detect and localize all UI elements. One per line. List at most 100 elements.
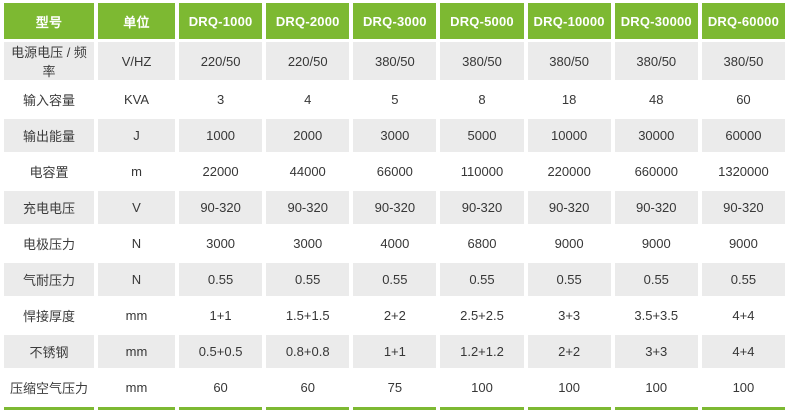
cell-value: 90-320 [353,191,437,224]
cell-value: 0.55 [701,263,785,296]
cell-value: 60 [701,83,785,116]
bottom-accent-segment [440,407,524,410]
cell-value: 220/50 [179,42,263,80]
cell-value: 380/50 [614,42,698,80]
cell-value: 380/50 [527,42,611,80]
spec-table-header: 型号 单位 DRQ-1000 DRQ-2000 DRQ-3000 DRQ-5000 DRQ-… [4,3,785,39]
cell-value: 220/50 [266,42,350,80]
row-unit: mm [98,335,175,368]
table-row: 悍接厚度 mm 1+1 1.5+1.5 2+2 2.5+2.5 3+3 3.5+3.5 4+4 [4,299,785,332]
table-row: 气耐压力 N 0.55 0.55 0.55 0.55 0.55 0.55 0.55 [4,263,785,296]
cell-value: 60 [266,371,350,404]
row-unit: J [98,119,175,152]
row-label: 充电电压 [4,191,94,224]
cell-value: 90-320 [527,191,611,224]
cell-value: 220000 [527,155,611,188]
spec-table-body: 电源电压 / 频率 V/HZ 220/50 220/50 380/50 380/50 380… [4,42,785,404]
row-label: 不锈钢 [4,335,94,368]
row-unit: mm [98,299,175,332]
cell-value: 44000 [266,155,350,188]
cell-value: 0.55 [527,263,611,296]
bottom-accent-segment [98,407,175,410]
row-label: 输出能量 [4,119,94,152]
cell-value: 90-320 [440,191,524,224]
cell-value: 1.2+1.2 [440,335,524,368]
table-row: 输入容量 KVA 3 4 5 8 18 48 60 [4,83,785,116]
cell-value: 3.5+3.5 [614,299,698,332]
col-header-drq-60000: DRQ-60000 [701,3,785,39]
cell-value: 9000 [527,227,611,260]
cell-value: 4+4 [701,299,785,332]
cell-value: 5000 [440,119,524,152]
cell-value: 4 [266,83,350,116]
spec-table-footer [4,407,785,410]
header-row: 型号 单位 DRQ-1000 DRQ-2000 DRQ-3000 DRQ-5000 DRQ-… [4,3,785,39]
cell-value: 1.5+1.5 [266,299,350,332]
col-header-drq-5000: DRQ-5000 [440,3,524,39]
cell-value: 3000 [179,227,263,260]
cell-value: 66000 [353,155,437,188]
row-unit: V/HZ [98,42,175,80]
table-row: 充电电压 V 90-320 90-320 90-320 90-320 90-320 90-32… [4,191,785,224]
cell-value: 3 [179,83,263,116]
cell-value: 1320000 [701,155,785,188]
cell-value: 1+1 [179,299,263,332]
bottom-accent-segment [353,407,437,410]
row-unit: V [98,191,175,224]
cell-value: 380/50 [353,42,437,80]
cell-value: 380/50 [701,42,785,80]
cell-value: 5 [353,83,437,116]
cell-value: 3+3 [614,335,698,368]
cell-value: 3+3 [527,299,611,332]
bottom-accent-row [4,407,785,410]
cell-value: 75 [353,371,437,404]
cell-value: 380/50 [440,42,524,80]
row-unit: N [98,227,175,260]
cell-value: 2000 [266,119,350,152]
cell-value: 22000 [179,155,263,188]
cell-value: 100 [701,371,785,404]
row-label: 电源电压 / 频率 [4,42,94,80]
cell-value: 18 [527,83,611,116]
row-unit: KVA [98,83,175,116]
cell-value: 660000 [614,155,698,188]
cell-value: 8 [440,83,524,116]
bottom-accent-segment [701,407,785,410]
col-header-drq-2000: DRQ-2000 [266,3,350,39]
bottom-accent-segment [179,407,263,410]
cell-value: 90-320 [266,191,350,224]
cell-value: 2.5+2.5 [440,299,524,332]
row-label: 输入容量 [4,83,94,116]
cell-value: 48 [614,83,698,116]
table-row: 电容置 m 22000 44000 66000 110000 220000 660000 132… [4,155,785,188]
cell-value: 4000 [353,227,437,260]
col-header-model: 型号 [4,3,94,39]
cell-value: 0.55 [353,263,437,296]
table-row: 输出能量 J 1000 2000 3000 5000 10000 30000 60000 [4,119,785,152]
row-label: 电极压力 [4,227,94,260]
col-header-drq-3000: DRQ-3000 [353,3,437,39]
col-header-drq-10000: DRQ-10000 [527,3,611,39]
cell-value: 0.55 [266,263,350,296]
row-label: 压缩空气压力 [4,371,94,404]
bottom-accent-segment [614,407,698,410]
bottom-accent-segment [527,407,611,410]
row-unit: m [98,155,175,188]
cell-value: 60000 [701,119,785,152]
cell-value: 0.5+0.5 [179,335,263,368]
table-row: 压缩空气压力 mm 60 60 75 100 100 100 100 [4,371,785,404]
table-row: 电极压力 N 3000 3000 4000 6800 9000 9000 9000 [4,227,785,260]
row-label: 悍接厚度 [4,299,94,332]
cell-value: 10000 [527,119,611,152]
cell-value: 3000 [353,119,437,152]
row-unit: mm [98,371,175,404]
table-row: 不锈钢 mm 0.5+0.5 0.8+0.8 1+1 1.2+1.2 2+2 3+3 4+4 [4,335,785,368]
cell-value: 0.55 [440,263,524,296]
cell-value: 100 [614,371,698,404]
cell-value: 110000 [440,155,524,188]
cell-value: 9000 [614,227,698,260]
cell-value: 30000 [614,119,698,152]
cell-value: 90-320 [179,191,263,224]
col-header-drq-1000: DRQ-1000 [179,3,263,39]
